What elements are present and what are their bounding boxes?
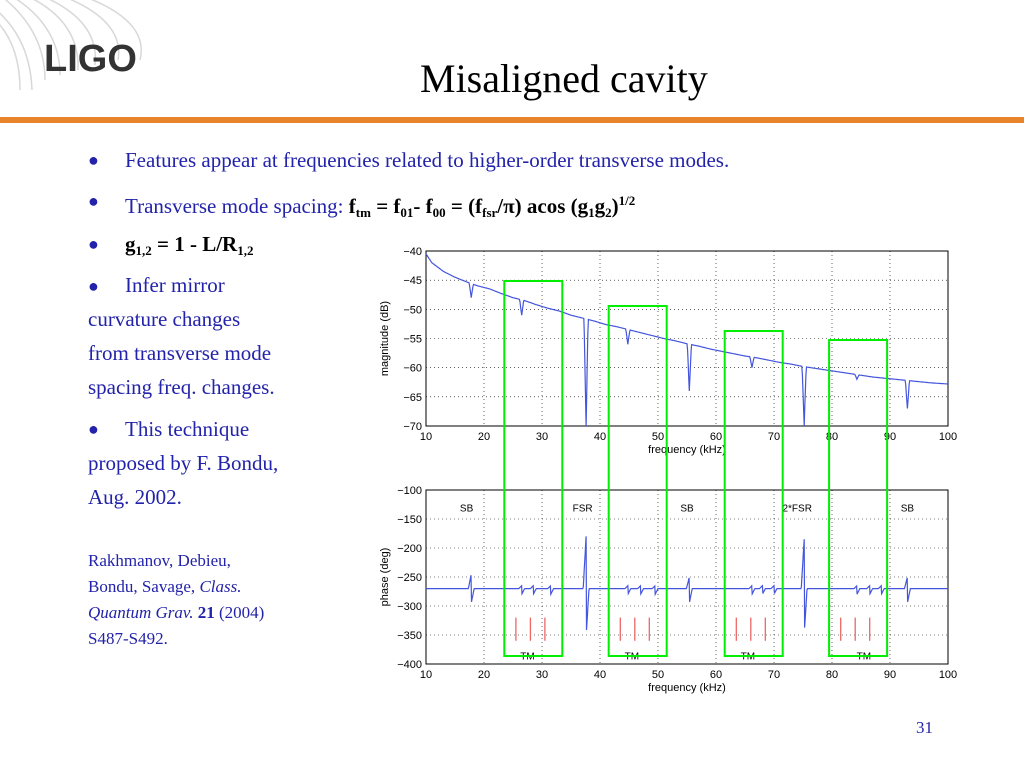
x-tick-label: 40 — [594, 669, 606, 681]
magnitude-trace — [425, 253, 948, 427]
y-tick-label: −50 — [403, 304, 422, 316]
page-number: 31 — [916, 718, 933, 737]
bullet-text-5: This technique proposed by F. Bondu, Aug… — [88, 417, 279, 509]
transverse-mode-highlight-box — [828, 339, 889, 657]
y-tick-label: −250 — [397, 572, 422, 584]
phase-annotation: FSR — [573, 503, 593, 514]
x-tick-label: 50 — [652, 669, 664, 681]
y-tick-label: −65 — [403, 392, 422, 404]
y-tick-label: −100 — [397, 485, 422, 497]
x-tick-label: 10 — [420, 669, 432, 681]
ligo-logo: LIGO — [44, 38, 137, 80]
y-axis-label: magnitude (dB) — [379, 301, 391, 376]
x-tick-label: 70 — [768, 669, 780, 681]
transverse-mode-highlight-box — [607, 305, 668, 657]
x-tick-label: 100 — [939, 431, 957, 443]
x-tick-label: 60 — [710, 431, 722, 443]
bullet-text-1: Features appear at frequencies related t… — [125, 148, 730, 172]
phase-trace — [426, 536, 948, 631]
x-tick-label: 10 — [420, 431, 432, 443]
phase-annotation: 2*FSR — [782, 503, 811, 514]
bullet-dot: ● — [88, 419, 99, 439]
y-tick-label: −300 — [397, 601, 422, 613]
y-tick-label: −200 — [397, 543, 422, 555]
x-tick-label: 20 — [478, 431, 490, 443]
bullet-text-2: Transverse mode spacing: ftm = f01- f00 … — [125, 184, 635, 230]
y-tick-label: −70 — [403, 421, 422, 433]
phase-annotation: SB — [901, 503, 915, 514]
title-divider — [0, 117, 1024, 123]
y-tick-label: −60 — [403, 363, 422, 375]
bode-plots: 10 20 30 40 50 60 70 80 90 100 −40 −45 −50 −55 −60 −65 −… — [379, 246, 957, 694]
slide-title: Misaligned cavity — [420, 56, 708, 101]
phase-annotation: SB — [460, 503, 474, 514]
x-tick-label: 60 — [710, 669, 722, 681]
x-axis-label: frequency (kHz) — [648, 682, 726, 694]
x-tick-label: 30 — [536, 669, 548, 681]
x-axis-label: frequency (kHz) — [648, 444, 726, 456]
transverse-mode-highlight-box — [503, 280, 564, 657]
y-axis-label: phase (deg) — [379, 548, 391, 607]
y-tick-label: −45 — [403, 275, 422, 287]
phase-annotation: SB — [680, 503, 694, 514]
x-tick-label: 100 — [939, 669, 957, 681]
mode-spacing-formula: ftm = f01- f00 = (ffsr/π) acos (g1g2)1/2 — [348, 193, 636, 220]
y-tick-label: −55 — [403, 334, 422, 346]
y-tick-label: −40 — [403, 246, 422, 258]
y-tick-label: −350 — [397, 630, 422, 642]
x-tick-label: 80 — [826, 669, 838, 681]
bullet-dot: ● — [88, 276, 99, 296]
x-tick-label: 90 — [884, 669, 896, 681]
x-tick-label: 40 — [594, 431, 606, 443]
logo-arcs — [0, 0, 142, 91]
bullet-dot: ● — [88, 191, 99, 211]
g-factor-formula: g1,2 = 1 - L/R1,2 — [125, 232, 254, 258]
x-tick-label: 90 — [884, 431, 896, 443]
x-tick-label: 80 — [826, 431, 838, 443]
citation: Rakhmanov, Debieu, Bondu, Savage, Class.… — [88, 551, 265, 648]
y-tick-label: −400 — [397, 659, 422, 671]
bullet-dot: ● — [88, 234, 99, 254]
x-tick-label: 30 — [536, 431, 548, 443]
mode-spacing-label: Transverse mode spacing: — [125, 194, 344, 218]
y-tick-label: −150 — [397, 514, 422, 526]
bullet-text-4: Infer mirror curvature changes from tran… — [88, 273, 275, 399]
x-tick-label: 50 — [652, 431, 664, 443]
bullet-dot: ● — [88, 150, 99, 170]
x-tick-label: 20 — [478, 669, 490, 681]
transverse-mode-highlight-box — [723, 330, 784, 657]
x-tick-label: 70 — [768, 431, 780, 443]
